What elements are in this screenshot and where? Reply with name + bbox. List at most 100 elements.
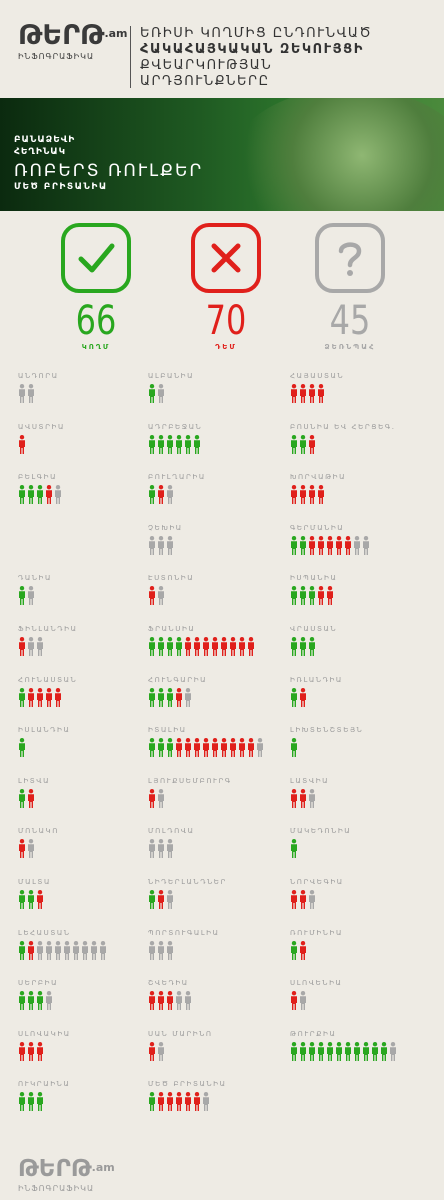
person-icon-no (290, 485, 298, 505)
vote-icons (290, 940, 308, 961)
person-icon-yes (380, 1041, 388, 1061)
person-icon-yes (18, 485, 26, 505)
author-role-line-1: ԲԱՆԱՁԵՎԻ (14, 135, 76, 145)
person-icon-no (299, 687, 307, 707)
person-icon-yes (157, 687, 165, 707)
country-name: ԼԻԽՏԵՆՇՏԵՅՆ (290, 726, 364, 735)
person-icon-no (175, 1092, 183, 1112)
author-photo (230, 98, 444, 211)
country-cell: ՍԱՆ ՄԱՐԻՆՈ (148, 1030, 288, 1080)
country-cell: ՀՈՒՆԳԱՐԻԱ (148, 676, 288, 726)
person-icon-yes (344, 1041, 352, 1061)
person-icon-no (326, 586, 334, 606)
person-icon-no (238, 738, 246, 758)
person-icon-no (157, 890, 165, 909)
person-icon-yes (175, 434, 183, 454)
person-icon-yes (290, 687, 298, 707)
vote-icons (18, 940, 108, 961)
vote-icons (290, 384, 326, 404)
person-icon-no (229, 637, 237, 656)
country-name: ՖՐԱՆՍԻԱ (148, 625, 196, 633)
country-name: ԼԱՏՎԻԱ (290, 776, 330, 785)
person-icon-abstain (166, 890, 174, 909)
person-icon-no (299, 485, 307, 505)
author-info: ԲԱՆԱՁԵՎԻ ՀԵՂԻՆԱԿ ՌՈԲԵՐՏ ՌՈՒԼՔԵՐ ՄԵԾ ԲՐԻՏ… (14, 134, 203, 192)
country-name: ԷՍՏՈՆԻԱ (148, 574, 195, 583)
person-icon-no (175, 738, 183, 758)
person-icon-yes (290, 738, 298, 758)
country-name: ՌՈՒՄԻՆԻԱ (290, 928, 343, 937)
person-icon-no (220, 738, 228, 758)
country-name: ՀԱՅԱՍՏԱՆ (290, 372, 345, 380)
person-icon-yes (353, 1041, 361, 1061)
person-icon-no (326, 535, 334, 555)
country-name: ԱԴՐԲԵՋԱՆ (148, 422, 203, 431)
country-cell: ԻՍԼԱՆԴԻԱ (18, 726, 158, 776)
country-cell: ՆԻԴԵՐԼԱՆԴՆԵՐ (148, 878, 288, 928)
person-icon-no (335, 535, 343, 555)
person-icon-no (18, 839, 26, 859)
country-cell: ԲՈՒԼՂԱՐԻԱ (148, 473, 288, 523)
person-icon-no (317, 586, 325, 606)
person-icon-yes (290, 586, 298, 606)
person-icon-abstain (81, 940, 89, 960)
person-icon-yes (166, 687, 174, 707)
vote-icons (290, 1041, 398, 1062)
country-cell: ՉԵԽԻԱ (148, 524, 288, 574)
vote-icons (148, 738, 265, 758)
author-country: ՄԵԾ ԲՐԻՏԱՆԻԱ (14, 182, 108, 192)
person-icon-abstain (299, 991, 307, 1011)
person-icon-no (166, 1092, 174, 1112)
person-icon-no (308, 384, 316, 403)
person-icon-yes (148, 890, 156, 909)
person-icon-yes (18, 991, 26, 1011)
person-icon-no (317, 485, 325, 505)
person-icon-no (299, 384, 307, 403)
person-icon-yes (166, 637, 174, 656)
country-cell: ՊՈՐՏՈՒԳԱԼԻԱ (148, 929, 288, 979)
person-icon-abstain (27, 839, 35, 859)
country-name: ԹՈՒՐՔԻԱ (290, 1029, 337, 1038)
person-icon-no (148, 788, 156, 808)
country-name: ՀՈՒՆԳԱՐԻԱ (148, 675, 208, 684)
person-icon-yes (290, 839, 298, 859)
summary-abstain-label: ՁԵՌՆՊԱՀ (324, 343, 376, 351)
country-name: ԻՏԱԼԻԱ (148, 726, 187, 735)
person-icon-no (148, 991, 156, 1011)
vote-icons (290, 687, 308, 708)
summary-yes-box (61, 223, 131, 293)
country-name: ՄՈՆԱԿՈ (18, 827, 59, 836)
logo[interactable]: ԹԵՐԹ.am ԻՆՖՈԳՐԱՖԻԿԱ (18, 22, 128, 61)
vote-icons (148, 1041, 166, 1062)
footer-logo[interactable]: ԹԵՐԹ.am ԻՆՖՈԳՐԱՖԻԿԱ (18, 1158, 115, 1194)
person-icon-no (229, 738, 237, 758)
cross-icon (211, 243, 241, 273)
person-icon-no (220, 637, 228, 656)
vote-summary: 66 ԿՈՂՄ 70 ԴԵՄ 45 ՁԵՌՆՊԱՀ (0, 211, 444, 361)
person-icon-abstain (308, 890, 316, 909)
country-cell: ԻՏԱԼԻԱ (148, 726, 288, 776)
person-icon-no (247, 637, 255, 656)
country-name: ԽՈՐՎԱԹԻԱ (290, 473, 347, 482)
country-name: ԲԵԼԳԻԱ (18, 473, 58, 482)
person-icon-abstain (166, 535, 174, 555)
vote-icons (18, 485, 63, 505)
person-icon-abstain (202, 1092, 210, 1112)
country-cell: ԼԱՏՎԻԱ (290, 777, 430, 827)
person-icon-no (27, 940, 35, 960)
person-icon-yes (184, 434, 192, 454)
summary-yes: 66 ԿՈՂՄ (56, 223, 136, 351)
summary-abstain: 45 ՁԵՌՆՊԱՀ (310, 223, 390, 351)
person-icon-no (18, 434, 26, 454)
person-icon-no (211, 637, 219, 656)
footer-logo-subtitle: ԻՆՖՈԳՐԱՖԻԿԱ (18, 1184, 95, 1193)
person-icon-abstain (148, 535, 156, 555)
country-cell: ԻՌԼԱՆԴԻԱ (290, 676, 430, 726)
person-icon-abstain (166, 485, 174, 505)
person-icon-no (193, 738, 201, 758)
person-icon-yes (290, 940, 298, 960)
country-cell: ՍԼՈՎԱԿԻԱ (18, 1030, 158, 1080)
person-icon-yes (157, 637, 165, 656)
country-cell: ՄԱԿԵԴՈՆԻԱ (290, 827, 430, 877)
country-cell: ՈՒԿՐԱԻՆԱ (18, 1080, 158, 1130)
